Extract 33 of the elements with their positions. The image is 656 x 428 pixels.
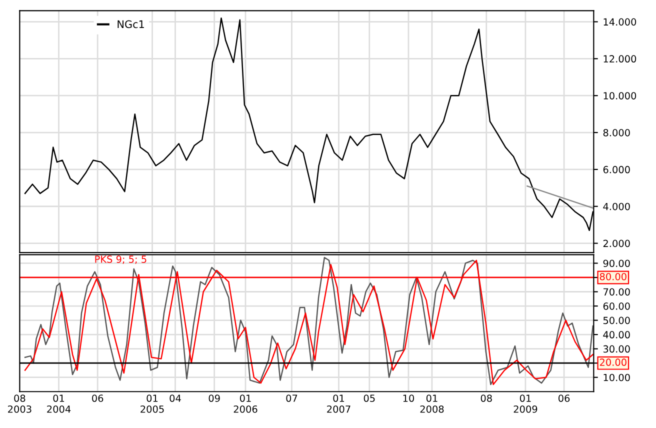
x-tick-label: 08 — [480, 394, 492, 402]
legend-label: NGc1 — [118, 20, 144, 28]
x-tick-label: 07 — [286, 394, 298, 402]
y-tick-label: 90.00 — [603, 260, 630, 268]
x-tick-label: 04 — [170, 394, 181, 402]
y-tick-label: 6.000 — [603, 166, 630, 174]
y-tick-label: 2.000 — [603, 240, 630, 248]
y-tick-label: 10.00 — [604, 374, 630, 382]
x-tick-label: 05 — [364, 394, 375, 402]
x-tick-label: 01 2005 — [140, 394, 164, 413]
chart-title: PKS 9; 5; 5 — [95, 256, 146, 264]
y-tick-label: 60.00 — [603, 302, 630, 310]
y-tick-label: 4.000 — [603, 202, 630, 210]
x-tick-label: 06 — [92, 394, 104, 402]
x-tick-label: 01 2004 — [47, 394, 71, 413]
y-tick-label: 30.00 — [603, 345, 630, 353]
y-tick-label: 14.000 — [604, 18, 636, 26]
x-tick-label: 06 — [558, 394, 570, 402]
x-tick-label: 10 — [403, 394, 414, 402]
ref-line-label: 20.00 — [600, 358, 626, 366]
x-tick-label: 01 2007 — [327, 394, 350, 413]
x-tick-label: 01 2009 — [514, 394, 538, 413]
y-tick-label: 12.000 — [604, 55, 636, 63]
y-tick-label: 70.00 — [604, 288, 630, 296]
y-tick-label: 50.00 — [603, 316, 630, 324]
y-tick-label: 10.000 — [604, 92, 636, 100]
x-tick-label: 09 — [208, 394, 220, 402]
y-tick-label: 8.000 — [603, 129, 630, 136]
x-tick-label: 08 2003 — [8, 394, 32, 413]
ref-line-label: 80.00 — [600, 272, 626, 280]
y-tick-label: 40.00 — [603, 331, 630, 338]
x-tick-label: 01 2008 — [420, 394, 444, 413]
x-tick-label: 01 2006 — [234, 394, 258, 413]
